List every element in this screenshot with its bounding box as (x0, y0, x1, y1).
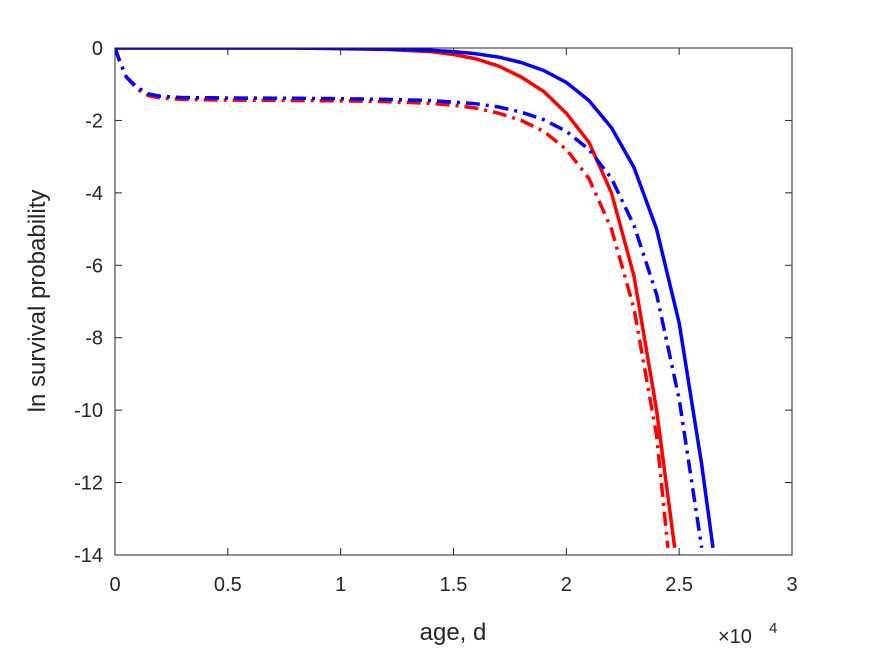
series-line-2 (115, 48, 715, 549)
series-line-3 (115, 48, 670, 548)
x-axis: 0 0.5 1 1.5 2 2.5 3 (109, 48, 798, 596)
x-axis-label: age, d (420, 619, 487, 646)
x-tick-label: 0 (109, 574, 120, 596)
x-tick-label: 1.5 (440, 574, 468, 596)
series-line-1 (115, 48, 677, 549)
x-tick-label: 1 (335, 574, 346, 596)
x-tick-label: 2.5 (665, 574, 693, 596)
x-axis-multiplier: ×10 4 (718, 620, 777, 648)
series-line-4 (115, 48, 704, 549)
series-layer (115, 48, 715, 549)
y-tick-label: -10 (74, 400, 103, 422)
x-multiplier-base: ×10 (718, 626, 752, 648)
y-tick-label: -6 (85, 255, 103, 277)
x-tick-label: 0.5 (214, 574, 242, 596)
y-tick-label: -14 (74, 545, 103, 567)
y-axis-label: ln survival probability (24, 190, 51, 413)
plot-area-frame (114, 47, 793, 556)
y-tick-label: 0 (92, 38, 103, 60)
y-tick-label: -2 (85, 110, 103, 132)
x-tick-label: 2 (561, 574, 572, 596)
y-tick-label: -4 (85, 183, 103, 205)
y-tick-label: -12 (74, 473, 103, 495)
x-multiplier-exponent: 4 (769, 620, 777, 637)
y-axis: 0 -2 -4 -6 -8 -10 -12 -14 (74, 38, 792, 567)
y-tick-label: -8 (85, 328, 103, 350)
x-tick-label: 3 (786, 574, 797, 596)
